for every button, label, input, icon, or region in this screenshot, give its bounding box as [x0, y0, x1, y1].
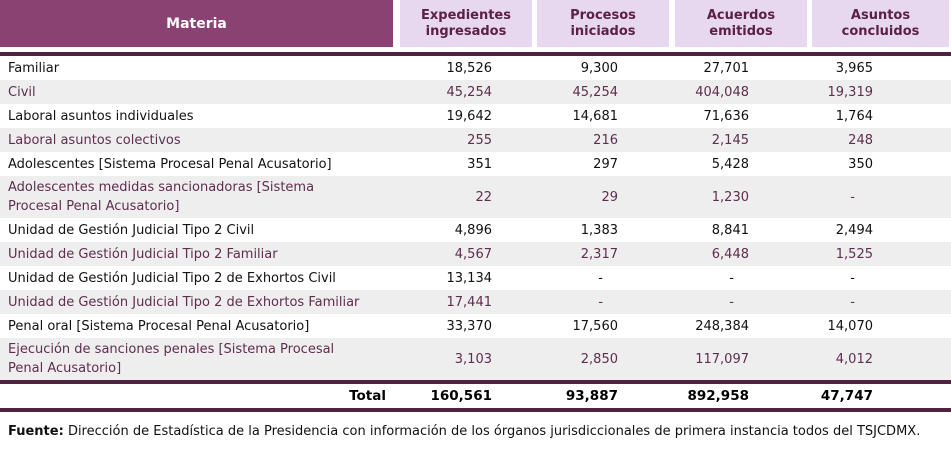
value-cell: 1,230: [711, 189, 749, 205]
materia-cell: Adolescentes medidas sancionadoras [Sist…: [8, 180, 315, 214]
value-cell: 14,070: [827, 318, 874, 334]
table-row: Adolescentes [Sistema Procesal Penal Acu…: [0, 152, 951, 176]
table-row: Unidad de Gestión Judicial Tipo 2 de Exh…: [0, 266, 951, 290]
value-cell: 6,448: [711, 246, 749, 262]
value-cell: -: [598, 294, 603, 310]
bottom-rule: [0, 408, 951, 412]
value-cell: 71,636: [703, 108, 750, 124]
table-row: Civil 45,254 45,254 404,048 19,319: [0, 80, 951, 104]
table-row: Familiar 18,526 9,300 27,701 3,965: [0, 56, 951, 80]
source-label: Fuente:: [8, 424, 64, 439]
total-label: Total: [349, 387, 386, 404]
materia-cell: Familiar: [8, 60, 60, 76]
materia-cell: Unidad de Gestión Judicial Tipo 2 Famili…: [8, 246, 278, 262]
value-cell: 45,254: [446, 84, 493, 100]
materia-cell: Ejecución de sanciones penales [Sistema …: [8, 342, 335, 376]
value-cell: 5,428: [711, 156, 749, 172]
materia-cell: Laboral asuntos individuales: [8, 108, 194, 124]
value-cell: 1,525: [835, 246, 873, 262]
value-cell: 4,567: [454, 246, 492, 262]
value-cell: 255: [467, 132, 492, 148]
table-row: Ejecución de sanciones penales [Sistema …: [0, 338, 951, 380]
value-cell: 4,012: [835, 351, 873, 367]
value-cell: 33,370: [446, 318, 493, 334]
value-cell: 297: [593, 156, 618, 172]
value-cell: 248: [848, 132, 873, 148]
value-cell: -: [729, 294, 734, 310]
value-cell: 3,965: [835, 60, 873, 76]
total-value-acuerdos: 892,958: [687, 387, 750, 404]
value-cell: 1,764: [835, 108, 873, 124]
value-cell: 2,850: [580, 351, 618, 367]
header-gap: [0, 47, 951, 52]
value-cell: -: [729, 270, 734, 286]
value-cell: -: [598, 270, 603, 286]
source-text-body: Dirección de Estadística de la Presidenc…: [67, 424, 921, 439]
value-cell: 14,681: [572, 108, 619, 124]
value-cell: 351: [467, 156, 492, 172]
table-row: Laboral asuntos colectivos 255 216 2,145 248: [0, 128, 951, 152]
total-value-expedientes: 160,561: [430, 387, 493, 404]
value-cell: 8,841: [711, 222, 749, 238]
value-cell: 4,896: [454, 222, 492, 238]
table-row: Laboral asuntos individuales 19,642 14,681…: [0, 104, 951, 128]
value-cell: 248,384: [695, 318, 749, 334]
value-cell: 13,134: [446, 270, 493, 286]
materia-cell: Civil: [8, 84, 36, 100]
column-header-materia: Materia: [0, 0, 400, 47]
total-value-procesos: 93,887: [565, 387, 618, 404]
value-cell: 45,254: [572, 84, 619, 100]
materia-cell: Unidad de Gestión Judicial Tipo 2 de Exh…: [8, 294, 360, 310]
value-cell: 18,526: [446, 60, 493, 76]
column-header-expedientes-ingresados: Expedientes ingresados: [400, 0, 537, 47]
table-header-row: Materia Expedientes ingresados Procesos …: [0, 0, 951, 47]
value-cell: 17,560: [572, 318, 619, 334]
table-row: Penal oral [Sistema Procesal Penal Acusa…: [0, 314, 951, 338]
value-cell: -: [850, 189, 855, 205]
value-cell: 1,383: [580, 222, 618, 238]
materia-cell: Laboral asuntos colectivos: [8, 132, 181, 148]
value-cell: 2,317: [580, 246, 618, 262]
column-header-acuerdos-emitidos: Acuerdos emitidos: [675, 0, 812, 47]
value-cell: 2,494: [835, 222, 873, 238]
value-cell: 29: [601, 189, 618, 205]
source-note: Fuente: Dirección de Estadística de la P…: [8, 424, 951, 439]
value-cell: 350: [848, 156, 873, 172]
value-cell: 17,441: [446, 294, 493, 310]
table-row: Unidad de Gestión Judicial Tipo 2 Famili…: [0, 242, 951, 266]
column-header-procesos-iniciados: Procesos iniciados: [537, 0, 675, 47]
table-row: Unidad de Gestión Judicial Tipo 2 de Exh…: [0, 290, 951, 314]
value-cell: 2,145: [711, 132, 749, 148]
table-row: Unidad de Gestión Judicial Tipo 2 Civil 4…: [0, 218, 951, 242]
value-cell: 117,097: [695, 351, 749, 367]
total-row: Total 160,561 93,887 892,958 47,747: [0, 384, 951, 408]
value-cell: 404,048: [695, 84, 749, 100]
table-row: Adolescentes medidas sancionadoras [Sist…: [0, 176, 951, 218]
value-cell: 9,300: [580, 60, 618, 76]
header-rule: [0, 52, 951, 56]
value-cell: 22: [475, 189, 492, 205]
materia-cell: Penal oral [Sistema Procesal Penal Acusa…: [8, 318, 310, 334]
value-cell: 216: [593, 132, 618, 148]
value-cell: 27,701: [703, 60, 750, 76]
column-header-asuntos-concluidos: Asuntos concluidos: [812, 0, 951, 47]
materia-cell: Unidad de Gestión Judicial Tipo 2 Civil: [8, 222, 255, 238]
total-value-asuntos: 47,747: [820, 387, 873, 404]
value-cell: -: [850, 294, 855, 310]
value-cell: 3,103: [454, 351, 492, 367]
materia-cell: Unidad de Gestión Judicial Tipo 2 de Exh…: [8, 270, 336, 286]
materia-cell: Adolescentes [Sistema Procesal Penal Acu…: [8, 156, 332, 172]
table-body: Familiar 18,526 9,300 27,701 3,965 Civil 45,25…: [0, 56, 951, 380]
total-top-rule: [0, 380, 951, 384]
value-cell: 19,319: [827, 84, 874, 100]
value-cell: 19,642: [446, 108, 493, 124]
value-cell: -: [850, 270, 855, 286]
